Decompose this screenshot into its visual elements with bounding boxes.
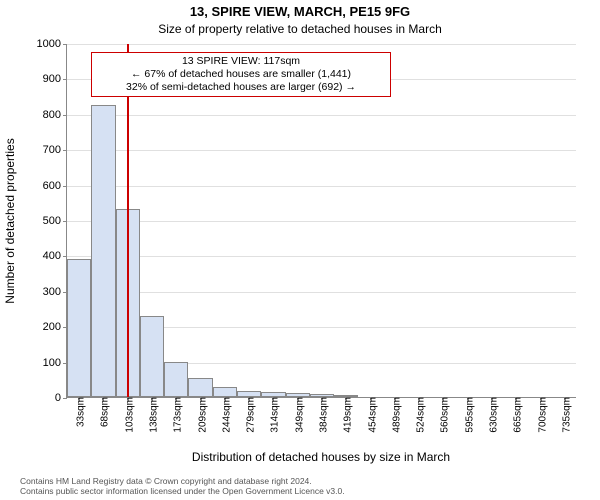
plot-area: 0100200300400500600700800900100033sqm68s… [66,44,576,398]
footer-line: Contains public sector information licen… [20,486,345,496]
info-box-line: 32% of semi-detached houses are larger (… [98,81,384,94]
histogram-bar [213,387,237,397]
y-tick-label: 1000 [37,38,67,50]
y-tick-label: 300 [43,286,67,298]
histogram-bar [164,362,188,397]
x-tick-label: 454sqm [363,397,378,433]
x-tick-label: 68sqm [96,397,111,427]
x-tick-label: 349sqm [290,397,305,433]
gridline [67,221,576,222]
x-tick-label: 384sqm [315,397,330,433]
gridline [67,150,576,151]
x-tick-label: 314sqm [266,397,281,433]
gridline [67,256,576,257]
y-tick-label: 800 [43,109,67,121]
y-tick-label: 500 [43,215,67,227]
histogram-bar [140,316,164,397]
y-tick-label: 100 [43,357,67,369]
info-box-line: 13 SPIRE VIEW: 117sqm [98,55,384,68]
x-tick-label: 173sqm [169,397,184,433]
y-tick-label: 400 [43,250,67,262]
histogram-bar [67,259,91,397]
info-box: 13 SPIRE VIEW: 117sqm← 67% of detached h… [91,52,391,97]
info-box-line: ← 67% of detached houses are smaller (1,… [98,68,384,81]
x-tick-label: 560sqm [436,397,451,433]
x-tick-label: 244sqm [217,397,232,433]
x-tick-label: 279sqm [242,397,257,433]
x-tick-label: 489sqm [387,397,402,433]
x-tick-label: 103sqm [120,397,135,433]
y-tick-label: 900 [43,73,67,85]
y-tick-label: 600 [43,180,67,192]
y-tick-label: 200 [43,321,67,333]
gridline [67,115,576,116]
chart-subtitle: Size of property relative to detached ho… [0,22,600,36]
histogram-bar [91,105,115,397]
y-tick-label: 700 [43,144,67,156]
x-axis-label: Distribution of detached houses by size … [66,450,576,464]
x-tick-label: 138sqm [145,397,160,433]
x-tick-label: 630sqm [485,397,500,433]
x-tick-label: 209sqm [193,397,208,433]
gridline [67,186,576,187]
x-tick-label: 419sqm [339,397,354,433]
gridline [67,292,576,293]
gridline [67,44,576,45]
footer-line: Contains HM Land Registry data © Crown c… [20,476,345,486]
chart-title: 13, SPIRE VIEW, MARCH, PE15 9FG [0,4,600,19]
x-tick-label: 735sqm [557,397,572,433]
y-tick-label: 0 [55,392,67,404]
x-tick-label: 700sqm [533,397,548,433]
y-axis-label: Number of detached properties [3,138,17,303]
x-tick-label: 665sqm [509,397,524,433]
histogram-bar [188,378,212,397]
x-tick-label: 33sqm [72,397,87,427]
footer: Contains HM Land Registry data © Crown c… [20,476,345,496]
x-tick-label: 524sqm [412,397,427,433]
x-tick-label: 595sqm [460,397,475,433]
